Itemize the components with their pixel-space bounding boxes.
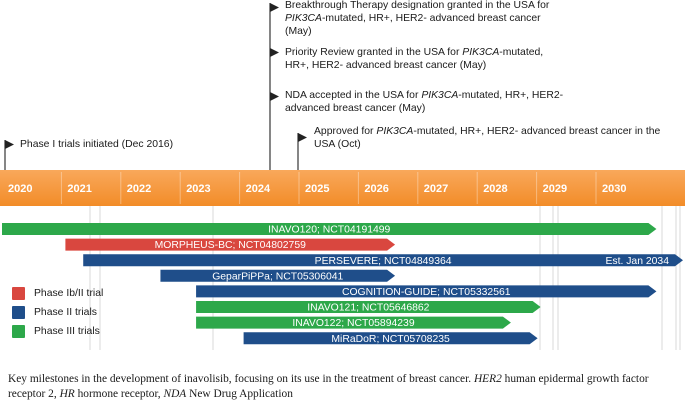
milestone-flag-icon <box>298 133 307 142</box>
trial-bar <box>243 332 538 345</box>
axis-year-label: 2023 <box>186 183 210 195</box>
axis-year-label: 2030 <box>602 183 626 195</box>
trial-bar <box>83 254 684 267</box>
milestone-flag-icon <box>270 3 279 12</box>
trial-bar <box>2 223 657 235</box>
trial-bar-label: INAVO122; NCT05894239 <box>292 318 414 329</box>
figure-caption: Key milestones in the development of ina… <box>8 373 649 400</box>
trial-bar-label: INAVO121; NCT05646862 <box>307 303 429 314</box>
legend-label: Phase II trials <box>34 306 97 318</box>
legend-label: Phase Ib/II trial <box>34 287 104 299</box>
legend-item-phase-ii: Phase II trials <box>12 304 103 320</box>
trial-bar <box>196 285 657 298</box>
trial-bar <box>196 301 541 313</box>
legend-swatch <box>12 286 25 300</box>
trial-end-label: Est. Jan 2034 <box>605 256 669 267</box>
axis-year-label: 2024 <box>246 183 271 195</box>
axis-year-label: 2020 <box>8 183 32 195</box>
legend-label: Phase III trials <box>34 325 100 337</box>
trial-bar <box>160 269 396 282</box>
legend-item-phase-ib-ii: Phase Ib/II trial <box>12 285 103 301</box>
timeline-axis-band <box>0 170 685 206</box>
milestone-nda-label: NDA accepted in the USA for PIK3CA-mutat… <box>285 90 564 114</box>
milestone-flag-icon <box>270 48 279 57</box>
axis-year-label: 2027 <box>424 183 448 195</box>
trial-bar <box>65 238 396 251</box>
axis-year-label: 2028 <box>483 183 507 195</box>
axis-year-label: 2029 <box>543 183 567 195</box>
trial-bar <box>196 316 511 329</box>
trial-bar-label: INAVO120; NCT04191499 <box>268 225 390 236</box>
milestone-approved-label: Approved for PIK3CA-mutated, HR+, HER2- … <box>314 126 661 150</box>
milestone-flag-icon <box>270 92 279 101</box>
milestone-priority-label: Priority Review granted in the USA for P… <box>285 47 544 71</box>
timeline-figure: 2020 2021 2022 2023 2024 2025 2026 2027 2028 2029… <box>0 0 685 350</box>
legend: Phase Ib/II trial Phase II trials Phase … <box>12 285 103 342</box>
trial-bar-label: MORPHEUS-BC; NCT04802759 <box>155 240 307 251</box>
legend-item-phase-iii: Phase III trials <box>12 323 103 339</box>
milestone-phase1-label: Phase I trials initiated (Dec 2016) <box>20 139 174 150</box>
trial-bar-label: PERSEVERE; NCT04849364 <box>315 256 452 267</box>
legend-swatch <box>12 324 25 338</box>
axis-year-label: 2026 <box>364 183 388 195</box>
milestone-btd-label: Breakthrough Therapy designation granted… <box>285 0 550 37</box>
axis-year-label: 2022 <box>127 183 151 195</box>
legend-swatch <box>12 305 25 319</box>
axis-year-label: 2021 <box>67 183 91 195</box>
trial-bar-label: GeparPiPPa; NCT05306041 <box>212 271 343 282</box>
trial-bar-label: COGNITION-GUIDE; NCT05332561 <box>342 287 511 298</box>
axis-year-label: 2025 <box>305 183 329 195</box>
timeline-svg: 2020 2021 2022 2023 2024 2025 2026 2027 2028 2029… <box>0 3 685 350</box>
milestone-flag-icon <box>5 140 14 149</box>
trial-bar-label: MiRaDoR; NCT05708235 <box>331 334 450 345</box>
